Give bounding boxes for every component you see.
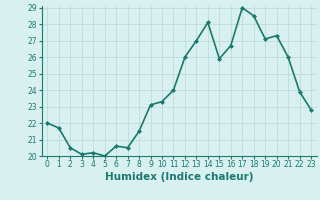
X-axis label: Humidex (Indice chaleur): Humidex (Indice chaleur) [105,172,253,182]
